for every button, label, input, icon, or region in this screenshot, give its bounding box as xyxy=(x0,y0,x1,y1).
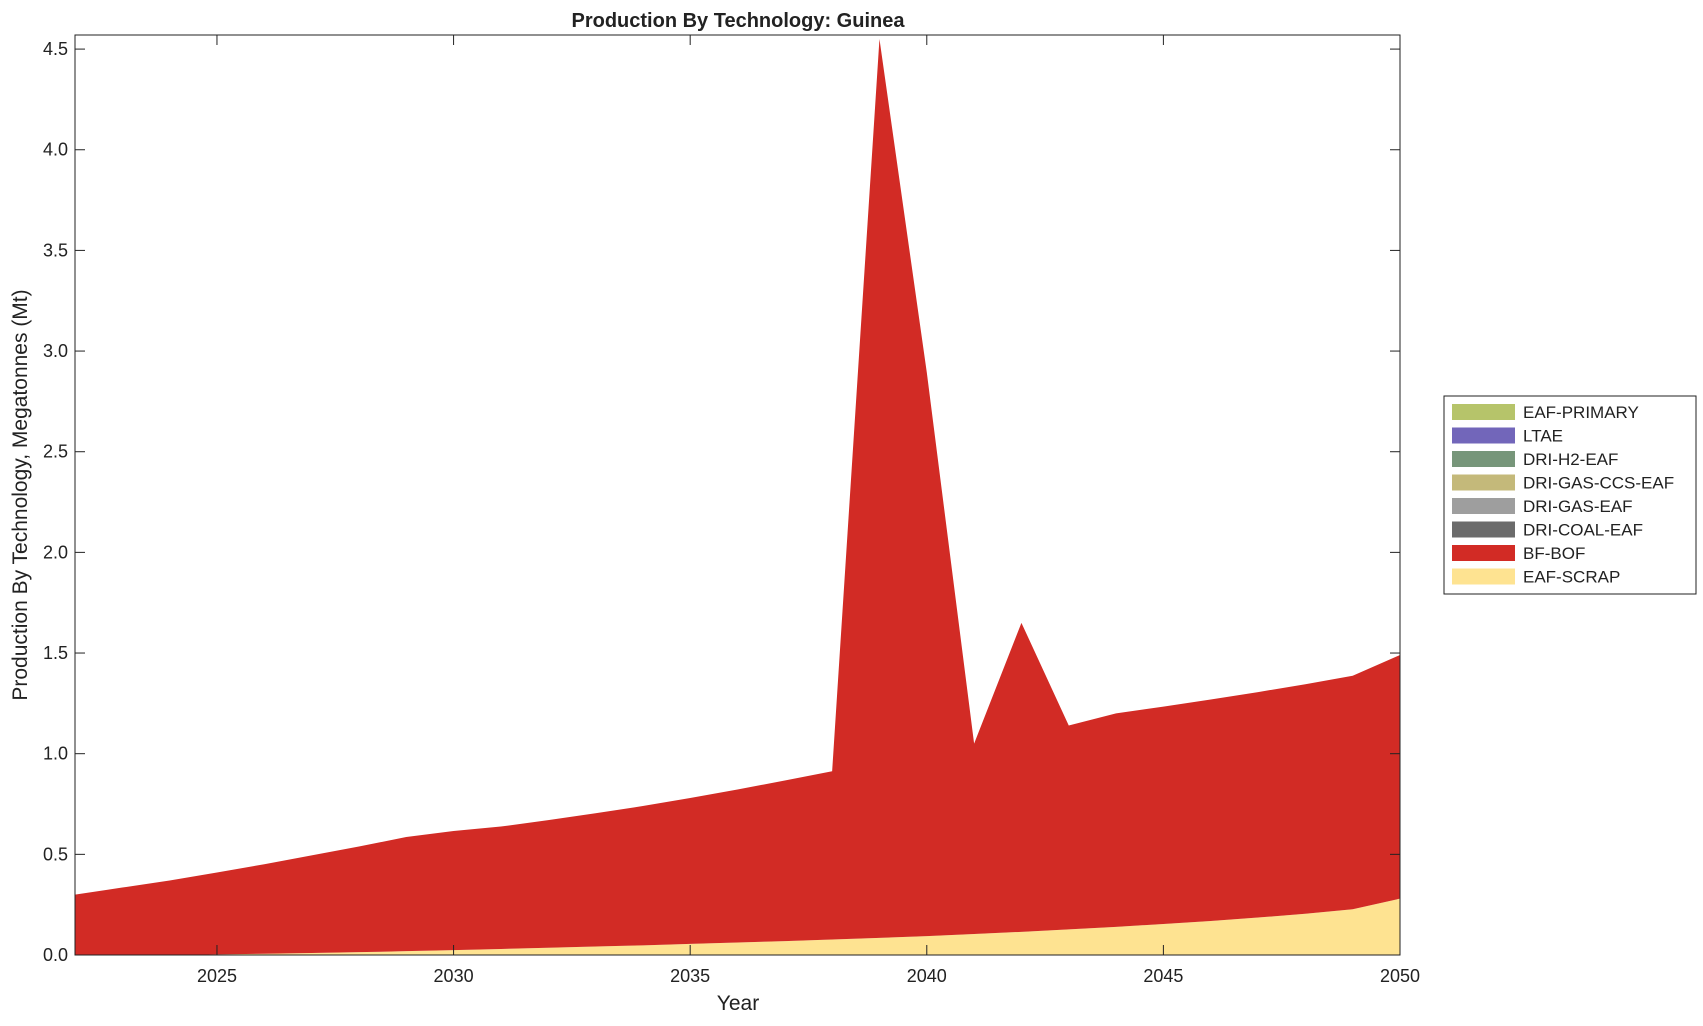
y-tick-label: 0.5 xyxy=(43,844,68,864)
x-tick-label: 2045 xyxy=(1143,966,1183,986)
legend-swatch-eaf-scrap xyxy=(1452,568,1515,585)
y-tick-label: 1.0 xyxy=(43,744,68,764)
x-axis: 2025 2030 2035 2040 2045 2050 xyxy=(197,35,1420,986)
x-tick-label: 2050 xyxy=(1380,966,1420,986)
legend-label-dri-h2-eaf: DRI-H2-EAF xyxy=(1523,450,1618,469)
legend-box xyxy=(1443,395,1697,595)
legend-label-eaf-primary: EAF-PRIMARY xyxy=(1523,403,1639,422)
legend-label-bf-bof: BF-BOF xyxy=(1523,544,1585,563)
legend-label-dri-gas-ccs-eaf: DRI-GAS-CCS-EAF xyxy=(1523,474,1674,493)
x-tick-label: 2025 xyxy=(197,966,237,986)
y-tick-label: 4.5 xyxy=(43,39,68,59)
legend-swatch-dri-coal-eaf xyxy=(1452,521,1515,538)
series-area-eaf-scrap xyxy=(75,898,1400,955)
legend: EAF-PRIMARY LTAE DRI-H2-EAF DRI-GAS-CCS-EAF… xyxy=(1443,395,1697,595)
legend-label-eaf-scrap: EAF-SCRAP xyxy=(1523,568,1620,587)
y-tick-label: 2.5 xyxy=(43,442,68,462)
series-areas xyxy=(75,39,1400,955)
y-tick-label: 3.5 xyxy=(43,240,68,260)
y-tick-label: 1.5 xyxy=(43,643,68,663)
y-tick-label: 3.0 xyxy=(43,341,68,361)
y-tick-label: 4.0 xyxy=(43,140,68,160)
legend-swatch-ltae xyxy=(1452,427,1515,444)
x-tick-label: 2030 xyxy=(434,966,474,986)
legend-label-ltae: LTAE xyxy=(1523,427,1563,446)
legend-swatch-dri-h2-eaf xyxy=(1452,451,1515,467)
y-tick-label: 2.0 xyxy=(43,542,68,562)
x-tick-label: 2040 xyxy=(907,966,947,986)
legend-label-dri-coal-eaf: DRI-COAL-EAF xyxy=(1523,521,1643,540)
series-area-bf-bof xyxy=(75,39,1400,955)
x-axis-title: Year xyxy=(717,992,759,1015)
legend-swatch-dri-gas-ccs-eaf xyxy=(1452,474,1515,491)
legend-swatch-eaf-primary xyxy=(1452,404,1515,420)
legend-swatch-dri-gas-eaf xyxy=(1452,498,1515,514)
y-axis: 0.0 0.5 1.0 1.5 2.0 2.5 3.0 3.5 4.0 4.5 xyxy=(43,39,1400,965)
y-tick-label: 0.0 xyxy=(43,945,68,965)
plot-frame xyxy=(74,34,1401,956)
x-tick-label: 2035 xyxy=(670,966,710,986)
y-axis-title: Production By Technology, Megatonnes (Mt… xyxy=(9,289,32,700)
legend-label-dri-gas-eaf: DRI-GAS-EAF xyxy=(1523,497,1633,516)
chart-title: Production By Technology: Guinea xyxy=(572,10,906,32)
legend-swatch-bf-bof xyxy=(1452,545,1515,561)
